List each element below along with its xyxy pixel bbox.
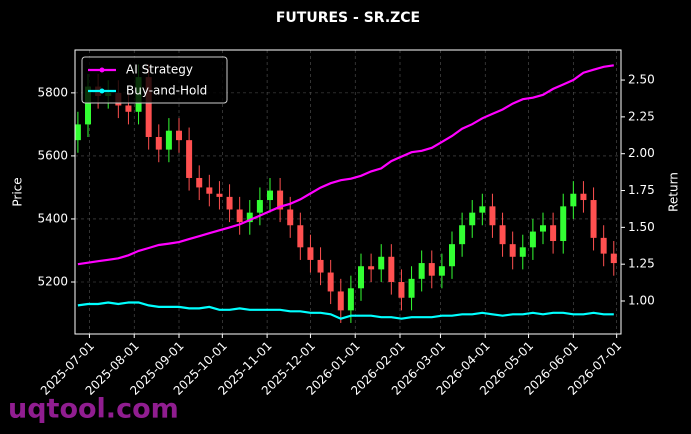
candle-body: [550, 225, 557, 242]
candle-body: [368, 266, 375, 270]
y2-tick-label: 1.50: [628, 220, 655, 234]
candle-body: [277, 190, 284, 210]
candle-body: [590, 200, 597, 238]
candle-body: [388, 256, 395, 282]
legend-marker: [99, 67, 105, 73]
candle-body: [74, 124, 81, 141]
candle-body: [226, 196, 233, 210]
candle-body: [165, 130, 172, 150]
legend-box: [81, 56, 228, 104]
watermark: uqtool.com: [8, 394, 179, 425]
y2-tick-label: 1.75: [628, 183, 655, 197]
candle-body: [519, 247, 526, 257]
y2-tick-label: 2.00: [628, 146, 655, 160]
candle-body: [125, 105, 132, 112]
candle-body: [216, 193, 223, 197]
candle-body: [196, 177, 203, 188]
candle-body: [307, 247, 314, 260]
candle-body: [256, 200, 263, 213]
y-tick-label: 5400: [37, 211, 68, 225]
candle-body: [408, 278, 415, 298]
candle-body: [570, 193, 577, 207]
candle-body: [236, 209, 243, 223]
candle-body: [540, 225, 546, 232]
y2-axis-label: Return: [667, 172, 681, 212]
y2-tick-label: 1.00: [628, 294, 655, 308]
candle-body: [337, 291, 344, 311]
candle-body: [449, 244, 455, 267]
candle-body: [145, 77, 152, 137]
candle-body: [358, 266, 364, 289]
series-line: [77, 64, 614, 266]
candle-body: [206, 187, 213, 194]
candle-body: [529, 231, 536, 248]
y-tick-label: 5200: [37, 274, 68, 288]
candle-body: [287, 209, 294, 226]
candle-body: [246, 212, 253, 223]
candle-body: [428, 263, 435, 276]
candle-body: [459, 225, 466, 245]
chart-title: FUTURES - SR.ZCE: [276, 10, 420, 26]
candle-body: [499, 225, 506, 245]
y-tick-label: 5600: [37, 148, 68, 162]
candle-body: [347, 288, 354, 311]
y2-tick-label: 1.25: [628, 257, 655, 271]
candle-body: [317, 259, 324, 273]
y2-tick-label: 2.50: [628, 73, 655, 87]
candle-body: [327, 272, 334, 292]
candle-body: [438, 266, 445, 276]
legend-marker: [99, 88, 105, 94]
candle-body: [479, 206, 486, 213]
candle-body: [469, 212, 476, 226]
plot-frame: [74, 49, 622, 335]
candle-body: [580, 193, 587, 201]
y2-tick-label: 2.25: [628, 109, 655, 123]
candle-body: [560, 206, 567, 242]
candle-body: [610, 253, 617, 264]
candle-body: [297, 225, 304, 248]
candle-body: [186, 140, 193, 178]
candle-body: [600, 237, 607, 254]
candle-body: [418, 263, 425, 279]
legend-label: AI Strategy: [126, 63, 193, 77]
candle-body: [378, 256, 385, 270]
candle-body: [267, 190, 273, 201]
series-line: [77, 301, 614, 320]
candle-body: [176, 130, 182, 141]
candle-body: [155, 136, 162, 150]
legend-label: Buy-and-Hold: [126, 84, 207, 98]
candle-body: [489, 206, 496, 226]
y-axis-label: Price: [11, 177, 25, 206]
candle-body: [85, 86, 91, 125]
y-tick-label: 5800: [37, 85, 68, 99]
candle-body: [509, 244, 516, 257]
candle-body: [398, 281, 405, 298]
